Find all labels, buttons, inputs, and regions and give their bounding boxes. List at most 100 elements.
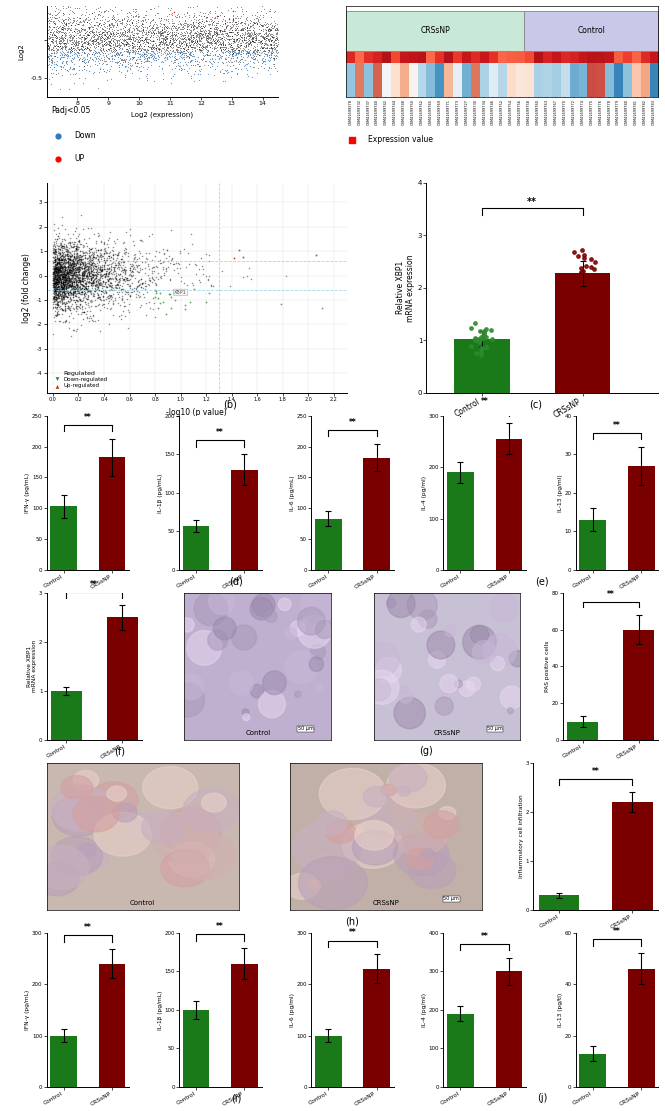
- Point: [102, 20, 113, 38]
- Point: [50, 268, 61, 286]
- Point: [53, 281, 64, 299]
- Point: [133, 18, 144, 36]
- Point: [126, 6, 136, 23]
- Point: [65, 290, 75, 308]
- Point: [233, 41, 243, 59]
- Point: [61, 293, 71, 311]
- Point: [194, 40, 205, 58]
- Point: [198, 26, 208, 43]
- Point: [251, 31, 261, 49]
- Bar: [454, 339, 509, 393]
- Point: [70, 271, 80, 289]
- Point: [55, 260, 66, 278]
- Point: [71, 64, 82, 82]
- Circle shape: [459, 681, 475, 697]
- Point: [86, 21, 97, 39]
- Point: [49, 289, 59, 307]
- Point: [232, 27, 243, 44]
- Point: [182, 37, 192, 54]
- Point: [217, 43, 227, 61]
- Point: [112, 279, 122, 297]
- Point: [51, 262, 62, 280]
- Point: [47, 33, 57, 51]
- Point: [92, 296, 103, 313]
- Point: [113, 266, 124, 283]
- Text: CRSsNP: CRSsNP: [420, 27, 450, 36]
- Point: [569, 278, 579, 296]
- Point: [49, 268, 60, 286]
- Point: [92, 254, 102, 272]
- Point: [61, 272, 72, 290]
- Point: [175, 242, 186, 260]
- Point: [73, 32, 84, 50]
- Point: [112, 4, 123, 22]
- Point: [99, 240, 110, 258]
- Point: [94, 322, 105, 340]
- Point: [165, 33, 176, 51]
- Point: [74, 273, 84, 291]
- Point: [230, 13, 241, 31]
- Point: [59, 264, 69, 282]
- Point: [221, 56, 232, 73]
- Point: [231, 13, 241, 31]
- Point: [72, 252, 83, 270]
- Point: [70, 282, 80, 300]
- Point: [61, 271, 71, 289]
- Point: [212, 24, 223, 42]
- Point: [65, 251, 76, 269]
- Point: [98, 291, 108, 309]
- Point: [50, 282, 61, 300]
- Point: [89, 271, 100, 289]
- Point: [150, 41, 161, 59]
- Point: [174, 31, 184, 49]
- Point: [204, 21, 215, 39]
- Circle shape: [386, 598, 396, 608]
- Point: [116, 280, 126, 298]
- Point: [217, 26, 228, 43]
- Point: [90, 32, 101, 50]
- Point: [55, 250, 66, 268]
- Point: [227, 23, 237, 41]
- Point: [61, 26, 72, 43]
- Circle shape: [250, 598, 273, 620]
- Point: [104, 27, 115, 44]
- Point: [263, 26, 273, 43]
- Point: [243, 27, 254, 44]
- Point: [102, 34, 113, 52]
- Point: [217, 31, 227, 49]
- Point: [58, 268, 68, 286]
- Point: [61, 21, 72, 39]
- Point: [248, 50, 259, 68]
- Point: [87, 272, 98, 290]
- Circle shape: [435, 697, 454, 715]
- Point: [265, 36, 275, 53]
- Point: [104, 273, 115, 291]
- Point: [202, 27, 213, 44]
- Point: [138, 40, 148, 58]
- Point: [47, 30, 58, 48]
- Point: [268, 49, 279, 67]
- Circle shape: [319, 769, 386, 820]
- Point: [61, 271, 71, 289]
- Point: [43, 18, 54, 36]
- Point: [214, 62, 225, 80]
- Point: [203, 16, 213, 33]
- Point: [243, 26, 253, 43]
- Point: [75, 37, 86, 54]
- Point: [67, 271, 78, 289]
- Point: [150, 20, 160, 38]
- Point: [234, 46, 245, 63]
- Point: [124, 271, 134, 289]
- Point: [51, 277, 61, 294]
- Point: [75, 0, 86, 10]
- Point: [93, 248, 104, 266]
- Point: [144, 269, 155, 287]
- Point: [89, 277, 100, 294]
- Point: [49, 288, 60, 306]
- Point: [70, 256, 81, 273]
- Point: [100, 23, 111, 41]
- Point: [114, 260, 124, 278]
- Point: [51, 264, 61, 282]
- Point: [184, 16, 195, 33]
- Point: [188, 28, 198, 46]
